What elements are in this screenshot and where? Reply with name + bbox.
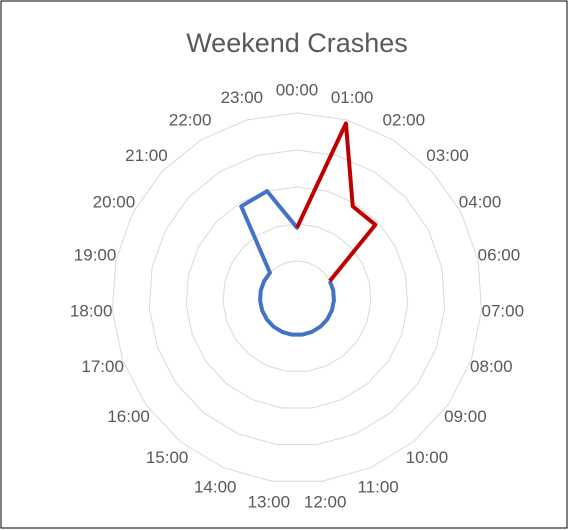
grid-ring (111, 112, 483, 482)
category-label: 12:00 (304, 493, 347, 512)
series-line (295, 121, 378, 283)
category-label: 11:00 (357, 477, 398, 496)
category-label: 22:00 (169, 111, 212, 130)
category-label: 04:00 (459, 192, 502, 211)
category-label: 20:00 (93, 192, 136, 211)
grid-ring (148, 149, 446, 446)
grid-ring (185, 186, 409, 409)
category-label: 17:00 (81, 357, 124, 376)
category-label: 06:00 (478, 245, 521, 264)
category-label: 03:00 (426, 146, 469, 165)
category-label: 09:00 (444, 407, 487, 426)
category-label: 00:00 (276, 80, 319, 99)
category-label: 13:00 (248, 493, 291, 512)
grid-ring (222, 223, 372, 372)
category-label: 23:00 (221, 88, 264, 107)
category-label: 07:00 (482, 302, 525, 321)
chart-title: Weekend Crashes (186, 28, 408, 58)
series-line (239, 189, 336, 337)
category-label: 16:00 (107, 407, 150, 426)
series-line (265, 189, 299, 230)
category-label: 10:00 (406, 448, 449, 467)
category-label: 08:00 (470, 357, 513, 376)
category-label: 19:00 (74, 245, 117, 264)
category-label: 01:00 (331, 88, 374, 107)
category-label: 18:00 (70, 302, 113, 321)
category-label: 21:00 (125, 146, 168, 165)
category-label: 02:00 (383, 111, 426, 130)
category-label: 14:00 (194, 477, 237, 496)
category-label: 15:00 (146, 448, 189, 467)
